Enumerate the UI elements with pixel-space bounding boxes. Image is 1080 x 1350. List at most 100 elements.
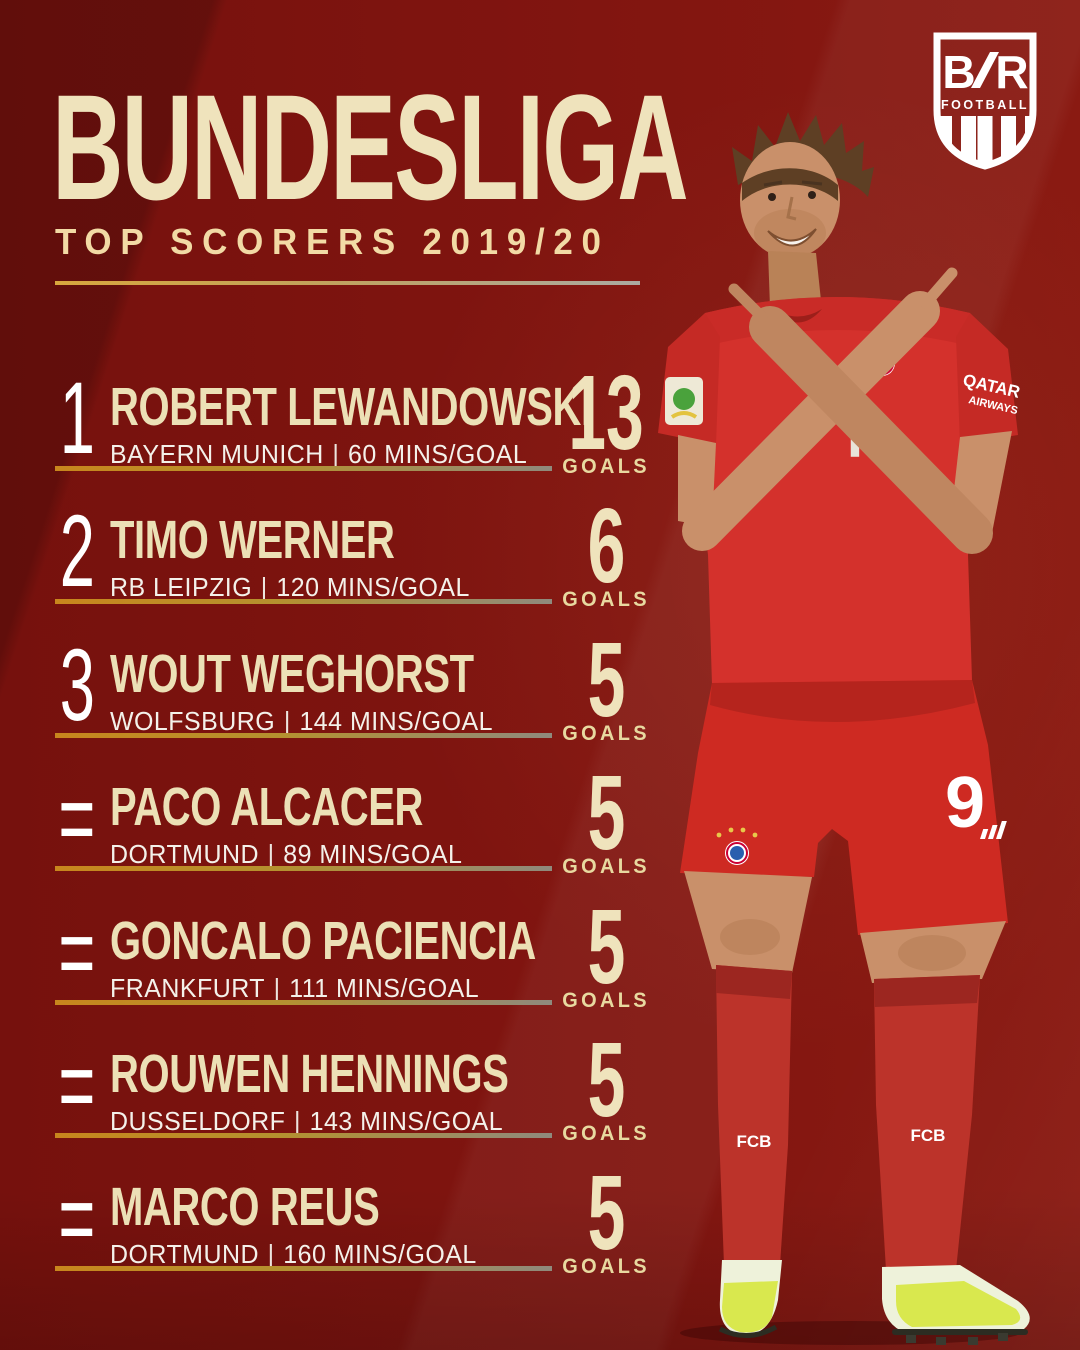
row-underline (55, 1133, 552, 1138)
boot-right (882, 1265, 1030, 1345)
team-name: DORTMUND (110, 839, 259, 869)
team-name: DUSSELDORF (110, 1106, 286, 1136)
goals-label-text: GOALS (562, 1122, 650, 1145)
player-name-text: WOUT WEGHORST (110, 644, 474, 704)
team-stat-line: BAYERN MUNICH | 60 MINS/GOAL (110, 439, 545, 470)
sock-left (716, 965, 792, 1265)
player-smile (767, 228, 817, 247)
goals-value: 5 (547, 888, 665, 1006)
br-football-logo: B R FOOTBALL (933, 32, 1037, 170)
sock-left-band (716, 965, 792, 999)
row-underline (55, 733, 552, 738)
sock-right (874, 975, 980, 1270)
shorts-crest (716, 827, 758, 865)
adidas-logo-shorts (980, 821, 1007, 839)
svg-text:AIRWAYS: AIRWAYS (967, 394, 1019, 417)
team-name: FRANKFURT (110, 973, 266, 1003)
goals-number: 5 (587, 888, 625, 1006)
team-stat-line: FRANKFURT | 111 MINS/GOAL (110, 973, 494, 1004)
row-underline (55, 466, 552, 471)
scorer-row-6: = ROUWEN HENNINGS DUSSELDORF | 143 MINS/GO… (55, 1027, 667, 1178)
shorts-waistband (710, 680, 975, 723)
jersey-collar (770, 307, 822, 323)
goals-label: GOALS (547, 990, 665, 1012)
mins-per-goal: 89 MINS/GOAL (283, 839, 463, 869)
leg-right (860, 921, 1006, 983)
goals-label: GOALS (547, 1256, 665, 1278)
player-name: MARCO REUS (110, 1180, 474, 1234)
goals-label: GOALS (547, 723, 665, 745)
divider: | (294, 1106, 302, 1136)
team-name: DORTMUND (110, 1239, 259, 1269)
scorer-row-4: = PACO ALCACER DORTMUND | 89 MINS/GOAL 5 G… (55, 760, 667, 911)
sleeve-sponsor: QATAR AIRWAYS (961, 370, 1022, 417)
player-name-text: GONCALO PACIENCIA (110, 911, 536, 971)
sleeve-right (956, 313, 1018, 445)
player-neck (768, 251, 822, 310)
player-name: TIMO WERNER (110, 513, 494, 567)
rank-value: = (58, 895, 96, 1009)
goals-number: 6 (587, 487, 625, 605)
player-photo-lewandowski: T QATAR AIRWAYS (658, 112, 1030, 1345)
player-name-text: ROBERT LEWANDOWSKI (110, 377, 592, 437)
rank-value: = (58, 1028, 96, 1142)
rank-value: = (58, 761, 96, 875)
mins-per-goal: 60 MINS/GOAL (348, 439, 528, 469)
scorer-row-7: = MARCO REUS DORTMUND | 160 MINS/GOAL 5 GO… (55, 1160, 667, 1311)
player-jersey (692, 297, 982, 704)
goals-number: 5 (587, 1154, 625, 1272)
goals-value: 5 (547, 760, 665, 865)
logo-slash (971, 52, 999, 88)
page-title-text: BUNDESLIGA (52, 63, 689, 231)
player-shorts (680, 680, 1008, 935)
team-stat-line: DORTMUND | 160 MINS/GOAL (110, 1239, 492, 1270)
row-underline (55, 866, 552, 871)
sock-label-left: FCB (737, 1132, 772, 1151)
row-underline (55, 1266, 552, 1271)
team-name: BAYERN MUNICH (110, 439, 324, 469)
rank-badge: 3 (51, 628, 103, 742)
team-name: RB LEIPZIG (110, 572, 253, 602)
mins-per-goal: 160 MINS/GOAL (283, 1239, 477, 1269)
goals-label: GOALS (547, 856, 665, 878)
goals-label-text: GOALS (562, 1255, 650, 1278)
scorer-row-2: 2 TIMO WERNER RB LEIPZIG | 120 MINS/GOAL 6… (55, 493, 667, 644)
mins-per-goal: 143 MINS/GOAL (309, 1106, 504, 1136)
goals-label: GOALS (547, 456, 665, 478)
logo-letter-b: B (942, 46, 975, 98)
team-stat-line: WOLFSBURG | 144 MINS/GOAL (110, 706, 509, 737)
chest-sponsor-logo: T (837, 405, 872, 470)
player-name: PACO ALCACER (110, 780, 533, 834)
bayern-crest-outer (869, 350, 895, 376)
goals-label: GOALS (547, 1123, 665, 1145)
scorer-row-1: 1 ROBERT LEWANDOWSKI BAYERN MUNICH | 60 MI… (55, 360, 667, 511)
goals-value: 5 (547, 1021, 665, 1139)
rank-value: = (58, 1161, 96, 1275)
mins-per-goal: 111 MINS/GOAL (289, 973, 480, 1003)
mins-per-goal: 120 MINS/GOAL (276, 572, 470, 602)
rank-value: 2 (59, 494, 95, 608)
logo-letter-r: R (995, 46, 1028, 98)
boot-left (718, 1260, 782, 1338)
team-stat-line: DUSSELDORF | 143 MINS/GOAL (110, 1106, 520, 1137)
jersey-shading (702, 297, 974, 347)
player-name-text: ROUWEN HENNINGS (110, 1044, 509, 1104)
goals-value: 5 (547, 627, 665, 732)
rank-value: 1 (59, 361, 95, 475)
goals-label-text: GOALS (562, 588, 650, 611)
divider: | (267, 1239, 275, 1269)
forearm-b (728, 283, 993, 554)
rank-badge: = (51, 761, 103, 875)
goals-number: 5 (587, 1021, 625, 1139)
upper-arm-left (678, 435, 716, 527)
divider: | (273, 973, 281, 1003)
player-name: WOUT WEGHORST (110, 647, 601, 701)
player-name: ROUWEN HENNINGS (110, 1047, 649, 1101)
player-name: GONCALO PACIENCIA (110, 914, 686, 968)
scorer-row-5: = GONCALO PACIENCIA FRANKFURT | 111 MINS/G… (55, 894, 667, 1045)
goals-value: 5 (547, 1154, 665, 1272)
divider: | (260, 572, 268, 602)
team-stat-line: DORTMUND | 89 MINS/GOAL (110, 839, 477, 870)
rank-value: 3 (59, 628, 95, 742)
